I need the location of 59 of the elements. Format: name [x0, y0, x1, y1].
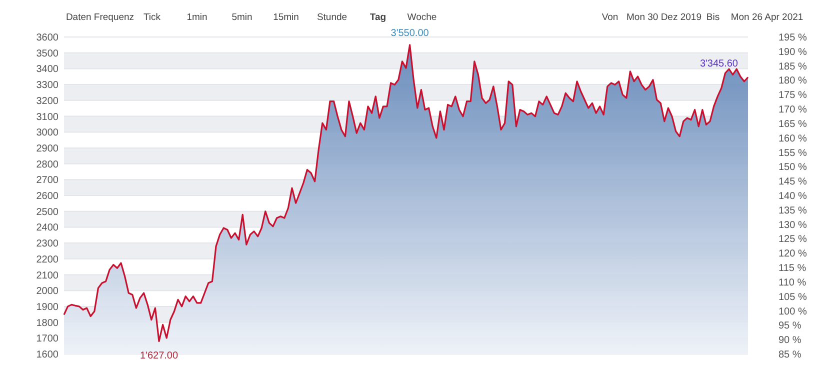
text: Mon 30 Dez 2019: [626, 12, 702, 23]
y-tick-label: 2000: [36, 286, 59, 298]
annotation: 3'550.00: [390, 28, 430, 39]
y2-tick-label: 85 %: [778, 350, 802, 360]
y2-tick-label: 190 %: [778, 46, 807, 58]
y2-tick-label: 145 %: [778, 176, 807, 188]
y2-tick-label: 170 %: [778, 104, 807, 116]
y2-tick-label: 150 %: [778, 162, 807, 174]
text: Tick: [143, 12, 161, 23]
y2-tick-label: 175 %: [778, 90, 807, 102]
text: Bis: [706, 12, 720, 23]
y-tick-label: 3300: [36, 80, 59, 92]
y2-tick-label: 125 %: [778, 234, 807, 246]
y-tick-label: 3600: [36, 32, 59, 44]
y2-tick-label: 140 %: [778, 191, 807, 202]
y-tick-label: 2400: [36, 222, 59, 234]
y2-tick-label: 185 %: [778, 61, 807, 72]
y2-tick-label: 90 %: [778, 335, 802, 346]
y-tick-label: 2500: [36, 206, 59, 218]
y-tick-label: 1800: [36, 318, 59, 329]
y-tick-label: 1700: [36, 334, 59, 345]
text: 1min: [186, 12, 208, 23]
y-tick-label: 2300: [36, 238, 59, 250]
y2-tick-label: 115 %: [778, 263, 806, 274]
y2-tick-label: 100 %: [778, 306, 807, 318]
y-tick-label: 3200: [36, 96, 59, 107]
text: Stunde: [316, 12, 348, 23]
y2-tick-label: 105 %: [778, 292, 807, 303]
y2-tick-label: 155 %: [778, 148, 807, 159]
y-tick-label: 2900: [36, 143, 59, 154]
y-tick-label: 2700: [36, 175, 59, 186]
y-tick-label: 3000: [36, 128, 59, 139]
text: 5min: [232, 12, 252, 23]
text: 15min: [273, 12, 299, 23]
y2-tick-label: 110 %: [778, 277, 806, 288]
y-tick-label: 2600: [36, 191, 59, 202]
y-tick-label: 1600: [36, 350, 59, 360]
y2-tick-label: 95 %: [778, 320, 802, 332]
y-tick-label: 2100: [36, 270, 59, 282]
y2-tick-label: 195 %: [778, 32, 807, 44]
text: Woche: [407, 12, 437, 23]
text: Von: [602, 12, 618, 23]
annotation: 3'345.60: [700, 58, 738, 70]
y2-tick-label: 120 %: [778, 248, 807, 260]
text: Tag: [370, 12, 386, 23]
y-tick-label: 2200: [36, 254, 59, 266]
y-tick-label: 3500: [36, 48, 59, 60]
text: Mon 26 Apr 2021: [730, 12, 804, 23]
y2-tick-label: 165 %: [778, 118, 807, 130]
y2-tick-label: 135 %: [778, 205, 807, 216]
annotation: 1'627.00: [140, 350, 178, 362]
y-tick-label: 1900: [36, 302, 59, 313]
y2-tick-label: 130 %: [778, 220, 807, 231]
y-tick-label: 3400: [36, 64, 59, 76]
y2-tick-label: 180 %: [778, 76, 807, 87]
y-tick-label: 2800: [36, 159, 59, 170]
text: Daten Frequenz: [66, 12, 134, 23]
y2-tick-label: 160 %: [778, 133, 807, 144]
y-tick-label: 3100: [36, 112, 59, 123]
